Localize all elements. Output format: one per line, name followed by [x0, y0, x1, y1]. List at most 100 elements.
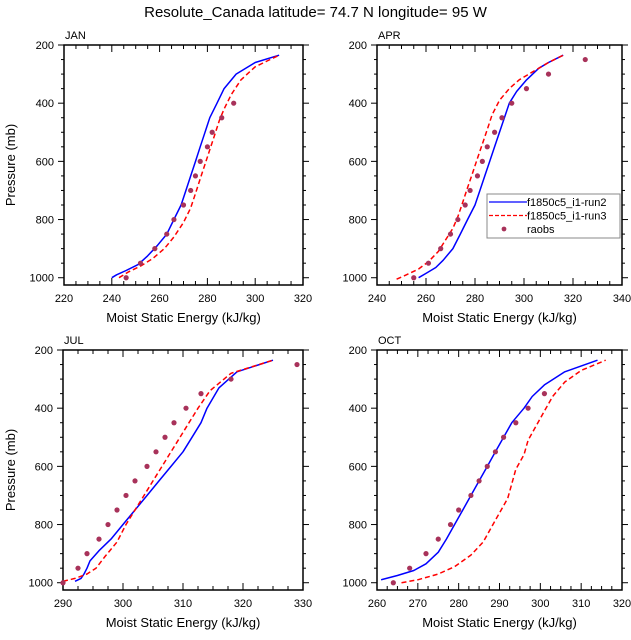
- raobs-point: [204, 144, 210, 150]
- legend-label: f1850c5_i1-run3: [527, 211, 607, 223]
- raobs-point: [137, 260, 144, 266]
- x-tick-label: 300: [531, 598, 549, 610]
- raobs-point: [462, 202, 468, 208]
- raobs-point: [582, 56, 588, 63]
- raobs-point: [484, 144, 490, 150]
- plot-frame: [62, 349, 304, 591]
- y-tick-label: 600: [35, 461, 53, 473]
- raobs-point: [192, 173, 199, 179]
- x-tick-label: 280: [466, 293, 484, 305]
- raobs-point: [435, 536, 441, 542]
- raobs-point: [153, 449, 159, 455]
- panel-apr: 240 260 280 300 320 340 200 400 600 800 1000 APR Moi…: [343, 30, 631, 325]
- raobs-point: [198, 391, 204, 397]
- raobs-point: [467, 187, 473, 194]
- y-tick-label: 600: [36, 156, 54, 168]
- raobs-point: [171, 420, 177, 426]
- panel-jul: 290 300 310 320 330 200 400 600 800 1000 JUL Moist …: [3, 335, 312, 630]
- raobs-point: [123, 275, 129, 281]
- y-tick-label: 200: [349, 345, 367, 357]
- raobs-point: [294, 361, 300, 368]
- y-tick-label: 400: [349, 403, 367, 415]
- raobs-point: [411, 275, 417, 281]
- raobs-point: [183, 405, 189, 411]
- y-tick-label: 600: [349, 156, 367, 168]
- raobs-point: [123, 492, 129, 499]
- legend-marker: [501, 226, 507, 232]
- chart-title: Resolute_Canada latitude= 74.7 N longitu…: [144, 4, 487, 21]
- x-tick-label: 310: [174, 598, 192, 610]
- legend-label: f1850c5_i1-run2: [527, 197, 607, 209]
- raobs-point: [523, 86, 530, 92]
- raobs-point: [171, 216, 177, 223]
- raobs-point: [96, 536, 102, 542]
- panel-label: JUL: [64, 335, 84, 347]
- raobs-point: [188, 187, 194, 194]
- raobs-point: [541, 391, 548, 397]
- raobs-point: [425, 260, 432, 266]
- y-tick-label: 1000: [29, 578, 53, 590]
- raobs-point: [509, 100, 515, 106]
- y-axis-label: Pressure (mb): [3, 429, 18, 511]
- x-axis-label: Moist Static Energy (kJ/kg): [422, 310, 577, 325]
- raobs-point: [84, 551, 90, 557]
- raobs-point: [228, 376, 234, 382]
- x-axis-label: Moist Static Energy (kJ/kg): [106, 310, 261, 325]
- x-tick-label: 300: [515, 293, 533, 305]
- y-tick-label: 600: [349, 461, 367, 473]
- x-tick-label: 310: [572, 598, 590, 610]
- series-line-f1850c5-i1-run2: [74, 359, 274, 582]
- plot-frame: [376, 349, 623, 591]
- series-line-f1850c5-i1-run3: [396, 54, 564, 280]
- x-tick-label: 300: [246, 293, 264, 305]
- raobs-point: [197, 158, 203, 164]
- raobs-point: [484, 463, 490, 469]
- panel-label: OCT: [378, 335, 402, 347]
- series-line-f1850c5-i1-run2: [111, 54, 280, 279]
- raobs-point: [468, 492, 474, 499]
- x-axis-label: Moist Static Energy (kJ/kg): [106, 615, 261, 630]
- raobs-point: [456, 507, 462, 513]
- y-tick-label: 400: [36, 98, 54, 110]
- raobs-point: [162, 434, 168, 440]
- raobs-point: [105, 521, 111, 528]
- raobs-point: [114, 507, 120, 513]
- raobs-point: [132, 478, 138, 484]
- raobs-point: [500, 434, 507, 440]
- y-axis-label: Pressure (mb): [3, 124, 18, 206]
- panel-label: APR: [378, 30, 401, 42]
- plot-frame: [63, 44, 304, 286]
- x-tick-label: 270: [409, 598, 427, 610]
- legend-label: raobs: [527, 224, 555, 236]
- raobs-point: [545, 71, 552, 77]
- x-tick-label: 260: [368, 598, 386, 610]
- x-tick-label: 320: [234, 598, 252, 610]
- series-line-f1850c5-i1-run2: [380, 359, 598, 581]
- x-tick-label: 280: [449, 598, 467, 610]
- panel-oct: 260 270 280 290 300 310 320 200 400 600 800 1000 OCT…: [343, 335, 631, 630]
- raobs-point: [180, 202, 187, 208]
- x-tick-label: 300: [114, 598, 132, 610]
- raobs-point: [492, 449, 499, 455]
- raobs-point: [407, 565, 413, 571]
- x-tick-label: 320: [294, 293, 312, 305]
- y-tick-label: 800: [349, 520, 367, 532]
- raobs-point: [75, 565, 81, 571]
- series-line-f1850c5-i1-run3: [118, 54, 280, 279]
- y-tick-label: 800: [349, 215, 367, 227]
- raobs-point: [219, 115, 225, 121]
- panel-jan: 220 240 260 280 300 320 200 400 600 800 1000 JAN Moi…: [3, 30, 312, 325]
- raobs-point: [164, 231, 170, 237]
- raobs-point: [492, 129, 498, 135]
- x-tick-label: 260: [150, 293, 168, 305]
- y-tick-label: 800: [36, 215, 54, 227]
- x-tick-label: 240: [103, 293, 121, 305]
- panel-label: JAN: [65, 30, 86, 42]
- raobs-point: [525, 405, 531, 411]
- raobs-point: [209, 129, 215, 135]
- x-tick-label: 330: [294, 598, 312, 610]
- raobs-point: [390, 580, 396, 586]
- y-tick-label: 400: [349, 98, 367, 110]
- x-tick-label: 340: [613, 293, 631, 305]
